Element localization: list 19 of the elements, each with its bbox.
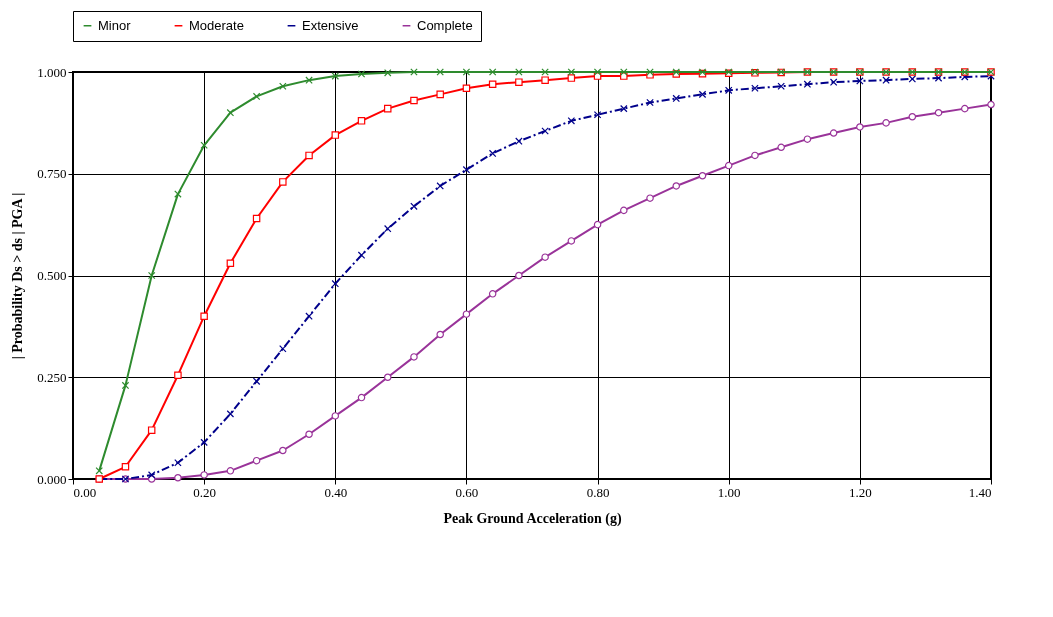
x-tick-label: 0.20 xyxy=(193,484,217,500)
legend-label: Minor xyxy=(98,17,132,33)
y-axis-title: | Probability Ds > ds | PGA | xyxy=(10,192,26,360)
y-tick-label: 1.000 xyxy=(37,64,67,80)
y-tick-label: 0.750 xyxy=(37,166,67,182)
x-tick-label: 1.20 xyxy=(848,484,872,500)
y-tick-label: 0.000 xyxy=(37,471,67,487)
y-tick-label: 0.500 xyxy=(37,268,67,283)
x-tick-label: 1.00 xyxy=(717,484,741,500)
legend-label: Extensive xyxy=(302,17,359,33)
x-tick-label: 0.60 xyxy=(455,484,479,500)
legend-label: Complete xyxy=(417,17,473,33)
x-tick-label: 0.40 xyxy=(324,484,348,500)
y-tick-label: 0.250 xyxy=(37,369,67,385)
x-tick-label: 0.80 xyxy=(586,484,610,500)
x-axis-title: Peak Ground Acceleration (g) xyxy=(443,510,622,527)
x-tick-label: 1.40 xyxy=(968,484,992,500)
x-tick-label: 0.00 xyxy=(73,484,97,500)
legend-label: Moderate xyxy=(189,17,244,33)
